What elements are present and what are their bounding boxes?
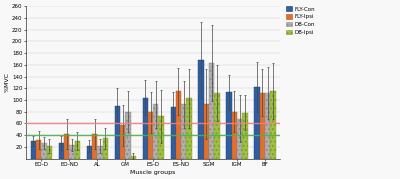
Bar [181, 104, 186, 159]
Bar [260, 93, 265, 159]
Bar [158, 116, 164, 159]
Bar [170, 107, 176, 159]
Bar [142, 98, 148, 159]
Bar [242, 113, 248, 159]
Bar [92, 134, 97, 159]
Bar [254, 87, 260, 159]
Bar [232, 112, 237, 159]
Bar [270, 91, 276, 159]
Bar [148, 112, 153, 159]
Legend: FLY-Con, FLY-Ipsi, DB-Con, DB-Ipsi: FLY-Con, FLY-Ipsi, DB-Con, DB-Ipsi [286, 6, 315, 36]
Bar [102, 138, 108, 159]
Bar [214, 93, 220, 159]
Bar [176, 91, 181, 159]
Bar [237, 119, 242, 159]
Bar [120, 125, 125, 159]
Bar [47, 146, 52, 159]
Bar [209, 63, 214, 159]
Bar [226, 92, 232, 159]
Bar [87, 146, 92, 159]
Bar [198, 60, 204, 159]
Bar [186, 98, 192, 159]
Bar [153, 104, 158, 159]
Bar [265, 93, 270, 159]
Bar [204, 104, 209, 159]
Bar [59, 143, 64, 159]
Bar [114, 106, 120, 159]
Bar [41, 143, 47, 159]
Bar [69, 145, 74, 159]
Y-axis label: %MVC: %MVC [4, 72, 9, 92]
X-axis label: Muscle groups: Muscle groups [130, 170, 176, 175]
Bar [36, 140, 41, 159]
Bar [64, 134, 69, 159]
Bar [125, 112, 130, 159]
Bar [97, 146, 102, 159]
Bar [130, 156, 136, 159]
Bar [31, 141, 36, 159]
Bar [74, 141, 80, 159]
